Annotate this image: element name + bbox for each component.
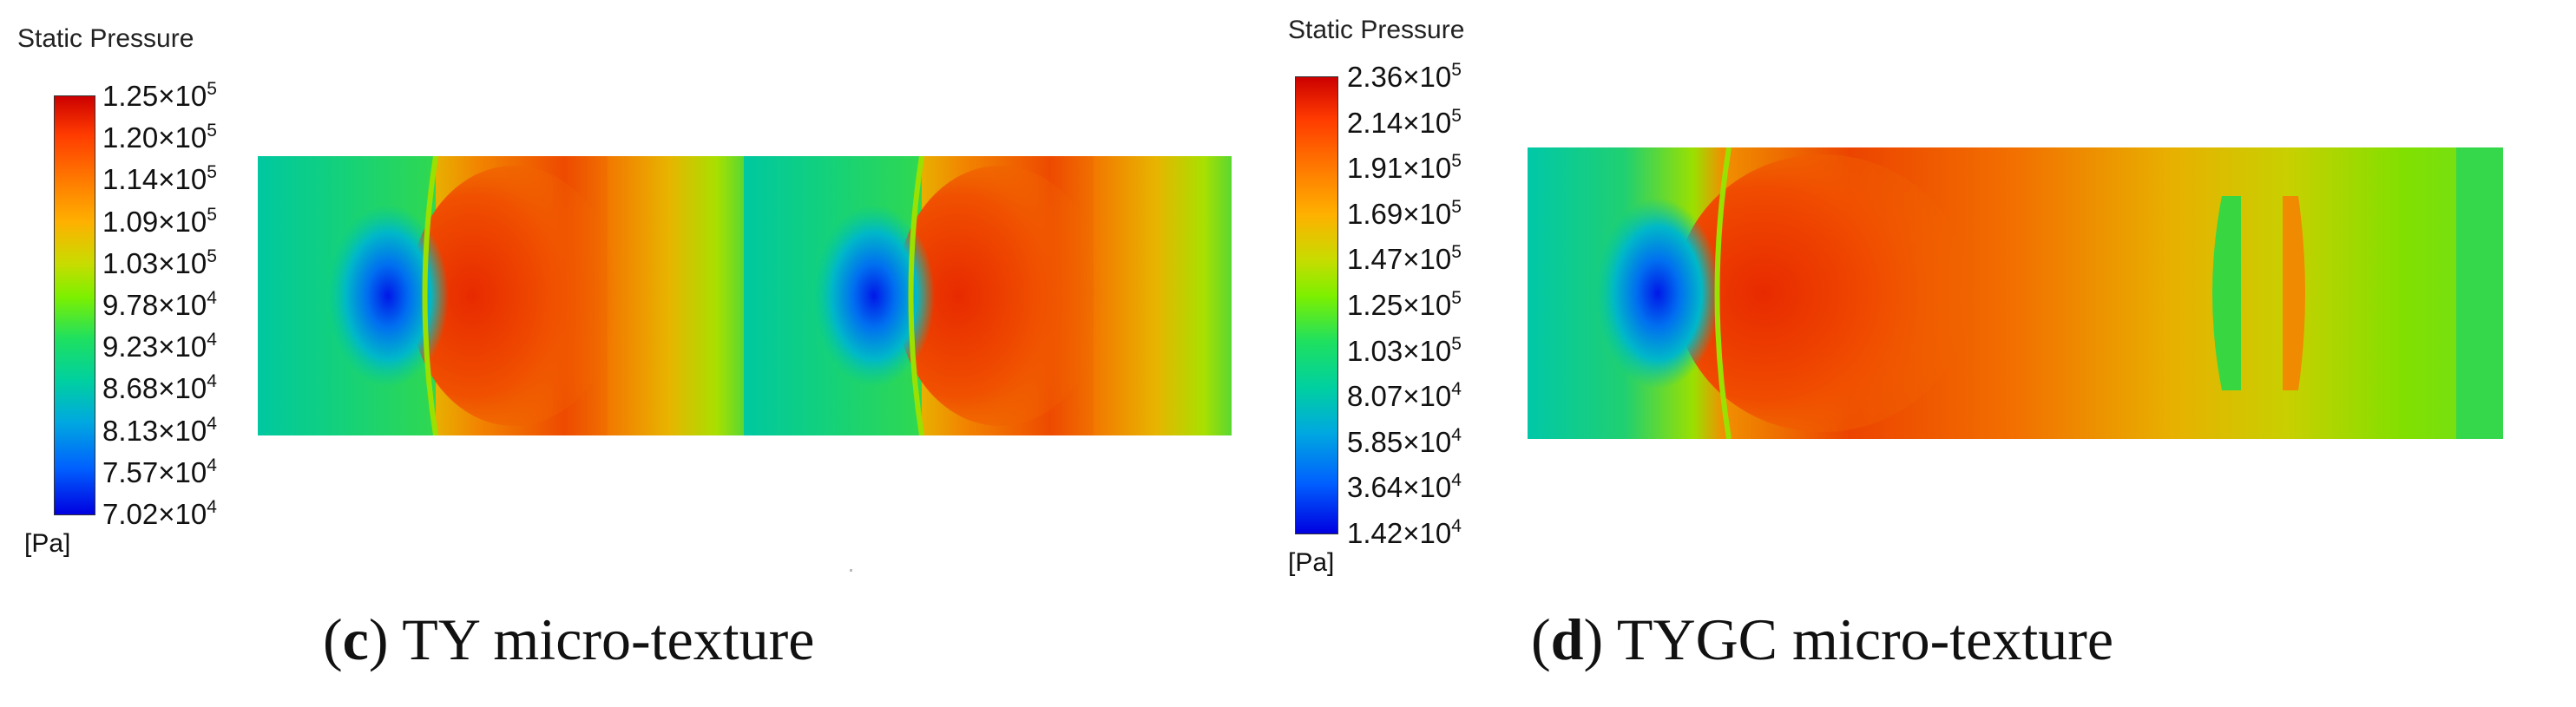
colorbar-tick-label: 1.03×105 bbox=[1347, 333, 1462, 367]
cell-1-low-pressure bbox=[327, 205, 449, 387]
pressure-contour-d bbox=[1528, 147, 2503, 439]
cell-1-edge bbox=[422, 156, 438, 435]
colorbar-tick-label: 5.85×104 bbox=[1347, 424, 1462, 458]
colorbar-tick-label: 3.64×104 bbox=[1347, 470, 1462, 504]
colorbar-tick-label: 1.69×105 bbox=[1347, 196, 1462, 230]
speck bbox=[850, 569, 852, 572]
colorbar-tick-label: 8.68×104 bbox=[102, 371, 217, 405]
colorbar-tick-label: 1.25×105 bbox=[1347, 288, 1462, 321]
legend-title: Static Pressure bbox=[1288, 16, 1465, 44]
colorbar-tick-label: 2.14×105 bbox=[1347, 105, 1462, 139]
colorbar-tick-label: 8.07×104 bbox=[1347, 379, 1462, 413]
unit-label: [Pa] bbox=[24, 529, 71, 558]
panel-d: Static Pressure 2.36×105 2.14×105 1.91×105… bbox=[1288, 0, 2576, 707]
pressure-contour-c bbox=[258, 156, 1232, 435]
colorbar-tick-label: 1.91×105 bbox=[1347, 151, 1462, 185]
colorbar-tick-label: 1.47×105 bbox=[1347, 242, 1462, 276]
colorbar bbox=[54, 95, 95, 515]
cell-2-edge bbox=[908, 156, 924, 435]
unit-label: [Pa] bbox=[1288, 548, 1335, 577]
low-pressure-zone bbox=[1595, 198, 1720, 389]
cell-1-high-pressure bbox=[410, 166, 618, 426]
high-pressure-zone bbox=[1675, 154, 1970, 432]
cell-2-high-pressure bbox=[896, 166, 1104, 426]
colorbar bbox=[1295, 76, 1338, 534]
colorbar-tick-label: 8.13×104 bbox=[102, 413, 217, 447]
groove-low bbox=[2212, 196, 2241, 390]
caption-c: (c) TY micro-texture bbox=[323, 606, 815, 672]
cell-1-fall bbox=[608, 156, 744, 435]
cell-2-low-pressure bbox=[813, 205, 935, 387]
colorbar-tick-label: 7.57×104 bbox=[102, 455, 217, 488]
outlet-band bbox=[2456, 147, 2503, 439]
colorbar-tick-label: 1.03×105 bbox=[102, 245, 217, 279]
panel-c: Static Pressure 1.25×105 1.20×105 1.14×105… bbox=[17, 24, 1232, 672]
caption-d: (d) TYGC micro-texture bbox=[1531, 606, 2114, 672]
colorbar-tick-label: 1.14×105 bbox=[102, 162, 217, 196]
colorbar-tick-label: 9.23×104 bbox=[102, 330, 217, 363]
legend-title: Static Pressure bbox=[17, 24, 194, 53]
colorbar-tick-label: 2.36×105 bbox=[1347, 60, 1462, 93]
pressure-field-c bbox=[258, 156, 1232, 435]
colorbar-tick-label: 7.02×104 bbox=[102, 497, 217, 530]
colorbar-tick-label: 9.78×104 bbox=[102, 288, 217, 321]
groove-high bbox=[2283, 196, 2305, 390]
colorbar-tick-label: 1.09×105 bbox=[102, 204, 217, 238]
colorbar-tick-label: 1.20×105 bbox=[102, 121, 217, 154]
colorbar-tick-label: 1.25×105 bbox=[102, 79, 217, 112]
cell-2-fall bbox=[1094, 156, 1232, 435]
colorbar-tick-label: 1.42×104 bbox=[1347, 516, 1462, 549]
texture-edge bbox=[1714, 147, 1732, 439]
pressure-field-d bbox=[1528, 147, 2503, 439]
